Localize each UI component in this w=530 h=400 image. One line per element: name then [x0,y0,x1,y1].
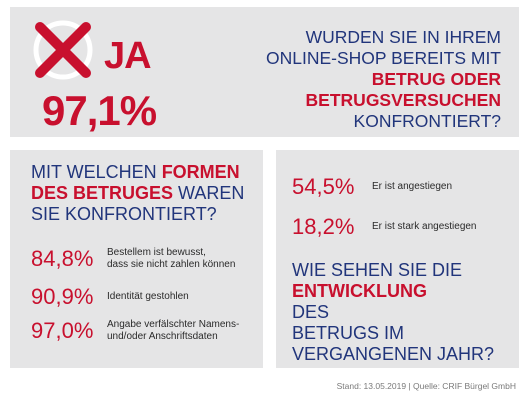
fraud-forms-panel: Mit welchen Formen des Betruges waren Si… [10,150,263,368]
question-emphasis: des Betruges [31,183,174,203]
answer-label: JA [104,35,152,77]
question-line: Entwicklung des [292,281,494,323]
question-line: konfrontiert? [353,111,501,131]
question-text: Wie sehen Sie die [292,260,463,280]
question-text: Mit welchen [31,162,162,182]
question-emphasis: Entwicklung [292,281,427,301]
fraud-trend-question: Wie sehen Sie die Entwicklung des Betrug… [292,260,494,365]
stat-row: 97,0% Angabe verfälschter Namens- und/od… [31,318,239,344]
stat-value: 97,0% [31,318,94,343]
question-line-emphasis: Betrug oder [371,69,501,89]
stat-value: 54,5% [292,174,355,199]
stat-label: Angabe verfälschter Namens- und/oder Ans… [107,319,239,343]
stat-value: 84,8% [31,246,94,271]
fraud-trend-panel: 54,5% Er ist angestiegen 18,2% Er ist st… [276,150,519,368]
source-footnote: Stand: 13.05.2019 | Quelle: CRIF Bürgel … [336,381,516,391]
stat-row: 54,5% Er ist angestiegen [292,174,452,200]
stat-label-line: und/oder Anschriftsdaten [107,331,218,342]
stat-label-line: Identität gestohlen [107,291,189,302]
fraud-forms-question: Mit welchen Formen des Betruges waren Si… [31,162,244,225]
stat-label: Bestellem ist bewusst, dass sie nicht za… [107,247,235,271]
stat-row: 84,8% Bestellem ist bewusst, dass sie ni… [31,246,235,272]
stat-label: Er ist angestiegen [372,181,453,192]
stat-row: 18,2% Er ist stark angestiegen [292,214,477,240]
crossed-circle-icon [33,20,93,80]
stat-label-line: Bestellem ist bewusst, [107,247,206,258]
stat-value: 90,9% [31,284,94,309]
stat-label-line: dass sie nicht zahlen können [107,259,236,270]
question-line-emphasis: Betrugsversuchen [305,90,501,110]
stat-row: 90,9% Identität gestohlen [31,284,189,310]
survey-question-main: Wurden Sie in Ihrem Online-Shop bereits … [266,27,501,132]
question-line: Wurden Sie in Ihrem [305,27,501,47]
question-text: waren [173,183,245,203]
stat-value: 18,2% [292,214,355,239]
question-emphasis: Formen [161,162,240,182]
question-line: Online-Shop bereits mit [266,48,501,68]
answer-percent: 97,1% [42,87,157,134]
stat-label: Er ist stark angestiegen [372,221,477,232]
question-text: vergangenen Jahr? [292,344,495,364]
stat-label-line: Angabe verfälschter Namens- [107,319,240,330]
headline-panel: JA 97,1% Wurden Sie in Ihrem Online-Shop… [10,7,519,137]
question-text: Sie konfrontiert? [31,204,217,224]
question-text: des [292,302,330,322]
stat-label: Identität gestohlen [107,291,189,303]
question-text: Betrugs im [292,323,405,343]
